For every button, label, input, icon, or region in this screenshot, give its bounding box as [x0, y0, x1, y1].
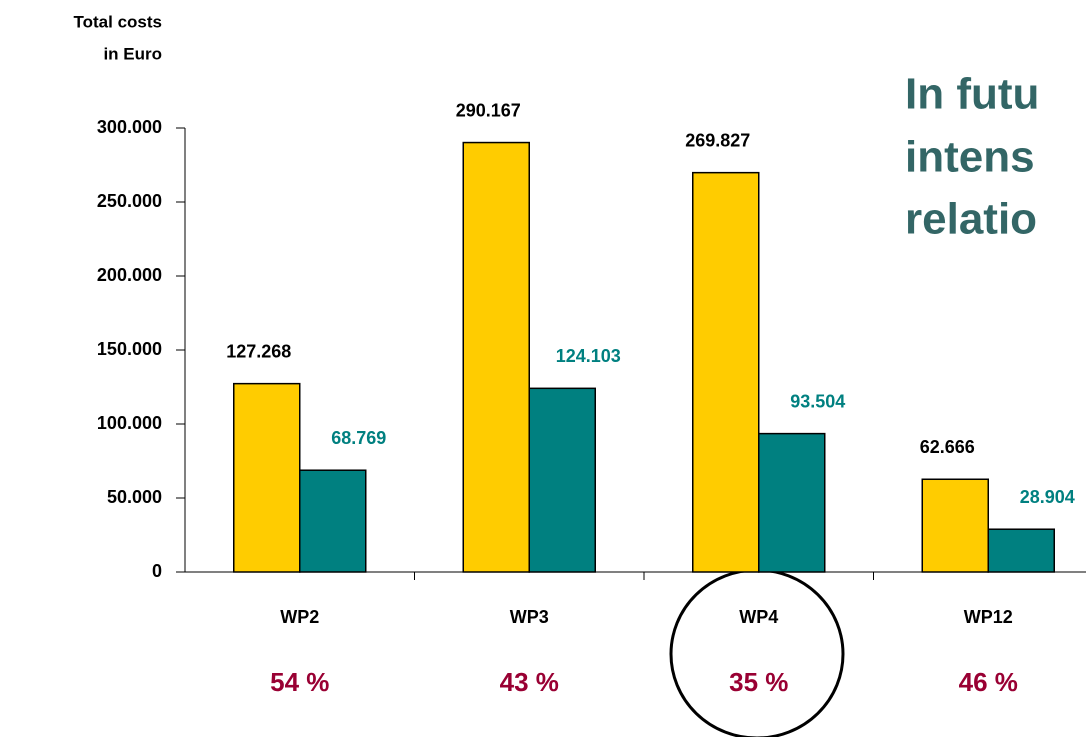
value-label: 127.268 — [226, 341, 291, 361]
y-tick-label: 200.000 — [97, 265, 162, 285]
title: intens — [905, 133, 1035, 182]
value-label: 28.904 — [1020, 487, 1075, 507]
bar — [233, 382, 301, 573]
share-label: 46 % — [959, 667, 1018, 697]
y-tick-label: 100.000 — [97, 413, 162, 433]
share-label: 35 % — [729, 667, 788, 697]
value-label: 62.666 — [920, 437, 975, 457]
y-axis-label: in Euro — [103, 44, 162, 63]
bar — [987, 528, 1055, 573]
bar — [692, 171, 760, 573]
highlight-circle — [669, 568, 845, 737]
value-label: 124.103 — [556, 346, 621, 366]
x-tick-label: WP2 — [280, 607, 319, 627]
bar — [528, 387, 596, 573]
y-tick-label: 300.000 — [97, 117, 162, 137]
y-tick-label: 0 — [152, 561, 162, 581]
bar — [462, 141, 530, 573]
x-tick-label: WP3 — [510, 607, 549, 627]
y-axis-label: Total costs — [74, 12, 162, 31]
x-tick-label: WP12 — [964, 607, 1013, 627]
value-label: 68.769 — [331, 428, 386, 448]
share-label: 54 % — [270, 667, 329, 697]
y-tick-label: 150.000 — [97, 339, 162, 359]
x-tick-label: WP4 — [739, 607, 778, 627]
y-tick-label: 50.000 — [107, 487, 162, 507]
y-tick-label: 250.000 — [97, 191, 162, 211]
bar — [758, 432, 826, 573]
value-label: 269.827 — [685, 130, 750, 150]
share-label: 43 % — [500, 667, 559, 697]
bar — [921, 478, 989, 573]
value-label: 290.167 — [456, 100, 521, 120]
title: In futu — [905, 70, 1039, 119]
bar — [299, 469, 367, 573]
value-label: 93.504 — [790, 391, 845, 411]
title: relatio — [905, 195, 1037, 244]
